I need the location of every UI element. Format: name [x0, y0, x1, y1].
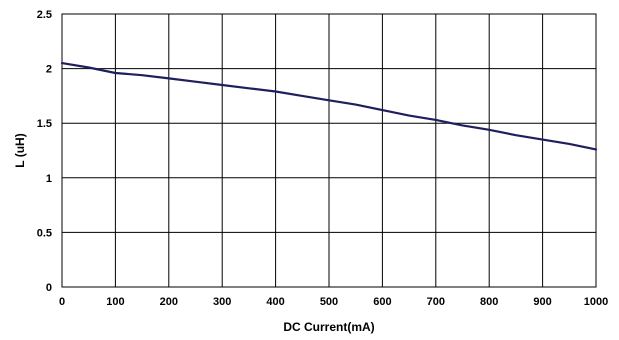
y-tick-label: 0.5 — [37, 227, 52, 239]
x-tick-label: 400 — [266, 296, 284, 308]
y-tick-label: 1 — [46, 173, 52, 185]
inductance-series-line — [60, 61, 598, 151]
y-tick-label: 0 — [46, 282, 52, 294]
series-layer — [60, 61, 598, 151]
x-tick-label: 1000 — [584, 296, 608, 308]
x-tick-label: 800 — [480, 296, 498, 308]
x-tick-label: 600 — [373, 296, 391, 308]
y-axis-label: L (uH) — [13, 133, 27, 167]
x-tick-labels: 0 100 200 300 400 500 600 700 800 900 1000 — [59, 296, 608, 308]
y-tick-labels: 0 0.5 1 1.5 2 2.5 — [37, 9, 52, 294]
x-tick-label: 700 — [427, 296, 445, 308]
plot-frame — [61, 13, 597, 288]
x-tick-label: 100 — [106, 296, 124, 308]
y-tick-label: 2.5 — [37, 9, 52, 21]
y-tick-label: 1.5 — [37, 118, 52, 130]
x-tick-label: 200 — [160, 296, 178, 308]
x-tick-label: 0 — [59, 296, 65, 308]
x-tick-label: 500 — [320, 296, 338, 308]
y-tick-label: 2 — [46, 64, 52, 76]
x-tick-label: 300 — [213, 296, 231, 308]
x-axis-label: DC Current(mA) — [283, 320, 374, 334]
x-tick-label: 900 — [533, 296, 551, 308]
